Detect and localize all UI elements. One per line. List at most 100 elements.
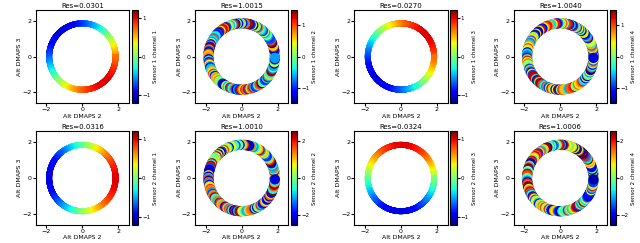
Point [424,37,435,41]
Point [252,147,262,151]
Point [390,209,400,213]
Point [89,145,99,149]
Point [103,155,113,159]
Point [429,170,439,174]
Point [406,86,416,90]
Point [388,208,399,212]
Point [363,52,373,56]
Point [212,199,223,203]
Point [103,76,113,79]
Point [416,81,426,85]
Point [560,22,570,26]
Point [421,154,431,158]
Point [62,84,72,88]
Point [70,144,80,148]
Point [404,22,415,26]
Point [49,38,59,42]
Point [533,30,543,34]
Point [383,85,394,89]
Point [525,190,535,193]
Point [371,198,381,202]
Point [538,83,548,87]
Point [365,41,376,45]
Point [74,209,84,213]
Point [63,206,73,210]
Point [72,22,82,26]
Point [428,62,438,66]
Point [383,146,393,150]
Point [109,186,119,190]
Point [66,207,76,211]
Point [410,206,420,210]
Point [204,46,214,50]
Point [418,201,428,205]
Point [63,85,73,88]
Point [381,206,392,210]
Point [429,55,439,59]
Point [70,87,80,91]
Point [429,178,439,182]
Point [572,83,582,87]
Point [100,78,111,82]
Point [99,151,109,155]
Point [110,52,120,56]
Point [403,208,413,212]
Point [87,86,97,90]
Point [90,145,100,149]
Point [95,148,106,152]
Point [428,64,438,68]
Point [99,30,109,34]
Point [90,24,100,28]
Point [533,201,543,205]
Point [369,73,379,77]
Point [365,188,375,192]
Point [94,26,104,30]
Point [204,184,214,188]
Point [110,61,120,65]
Point [410,85,420,89]
Point [107,191,117,195]
Point [106,193,116,197]
Point [45,171,55,174]
Point [77,209,87,213]
Point [108,43,118,47]
Point [110,51,120,55]
Point [109,169,120,173]
Point [531,77,541,81]
Point [428,169,438,173]
Point [110,180,120,183]
Point [382,24,392,28]
Point [586,188,596,192]
Point [404,87,414,91]
Point [83,22,93,26]
Point [397,88,408,92]
Point [100,79,110,83]
Point [414,148,424,152]
Point [365,41,376,45]
Point [79,209,89,213]
Point [384,24,394,27]
Point [84,144,95,148]
Point [68,23,79,26]
Point [90,85,100,89]
Point [365,188,375,191]
Point [525,69,536,73]
Point [427,43,437,47]
Point [56,80,66,84]
Point [74,87,84,91]
Point [365,187,375,191]
Point [526,39,536,43]
Point [561,22,572,26]
Point [109,165,119,169]
Point [412,205,422,209]
Point [109,48,120,52]
Point [402,87,412,91]
Point [401,22,411,26]
Point [388,87,398,91]
Point [426,68,436,72]
Point [47,40,58,44]
Point [366,40,376,43]
Point [56,80,67,84]
Point [65,145,75,149]
Point [63,146,74,150]
